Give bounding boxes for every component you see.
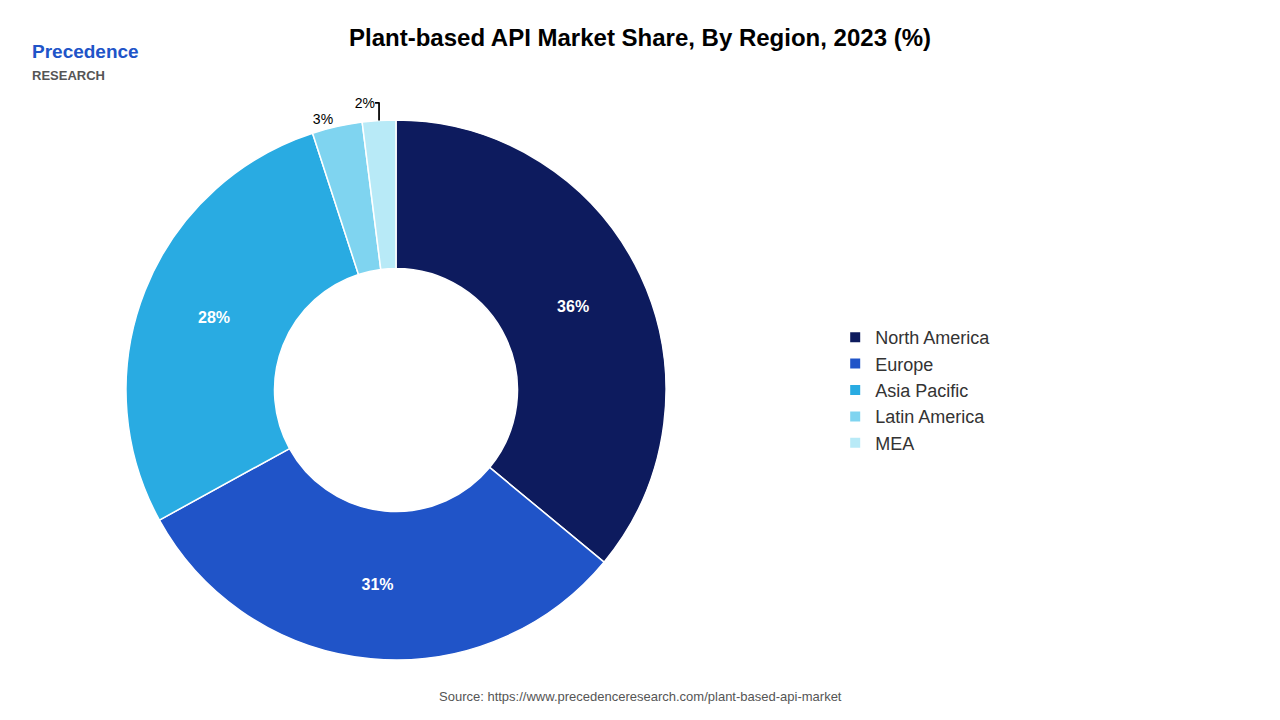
- svg-text:Latin America: Latin America: [875, 407, 985, 427]
- svg-text:36%: 36%: [557, 298, 589, 315]
- svg-text:Asia Pacific: Asia Pacific: [875, 381, 968, 401]
- svg-text:MEA: MEA: [875, 434, 914, 454]
- svg-text:28%: 28%: [198, 309, 230, 326]
- svg-text:31%: 31%: [362, 576, 394, 593]
- svg-text:Source: https://www.precedence: Source: https://www.precedenceresearch.c…: [439, 689, 842, 704]
- svg-text:3%: 3%: [313, 111, 333, 127]
- svg-text:Precedence: Precedence: [32, 41, 139, 62]
- svg-text:Plant-based API Market Share,: Plant-based API Market Share, By Region,…: [349, 24, 931, 51]
- svg-text:Europe: Europe: [875, 355, 933, 375]
- svg-text:2%: 2%: [355, 95, 375, 111]
- svg-text:North America: North America: [875, 328, 990, 348]
- svg-text:RESEARCH: RESEARCH: [32, 68, 105, 83]
